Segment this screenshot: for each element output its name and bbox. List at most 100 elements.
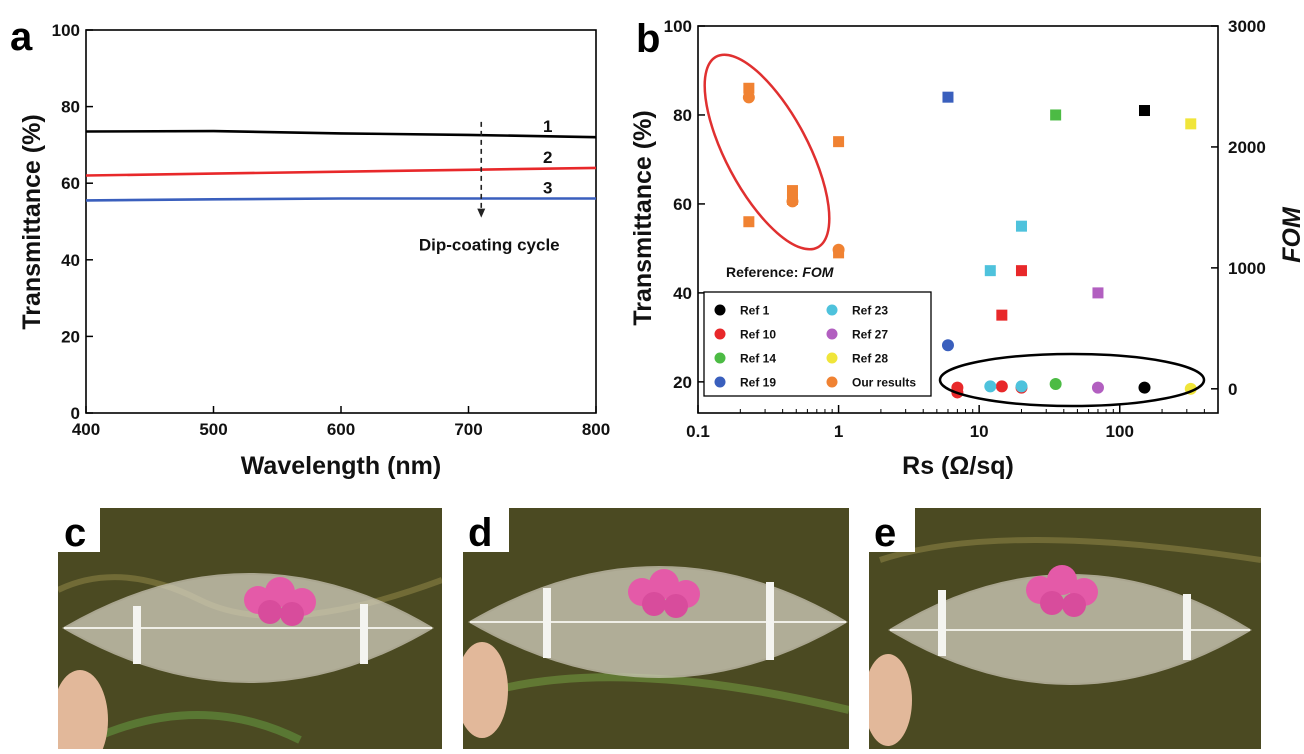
legend-frame <box>703 291 932 397</box>
finger <box>869 654 912 746</box>
label-box-e <box>869 508 915 552</box>
y2-axis-label-b: FOM <box>1278 206 1304 263</box>
legend-marker <box>714 304 726 316</box>
electrode-strip <box>1183 594 1191 660</box>
panel-letter-c: c <box>64 511 86 555</box>
flower <box>244 577 316 626</box>
fom-point <box>1015 380 1028 393</box>
series-lines-a <box>85 129 597 202</box>
series-labels-a: 1 2 3 <box>543 117 552 197</box>
legend-b: Ref 1 Ref 23 Ref 10 Ref 27 Ref 14 Ref 28 Ref 1… <box>703 291 932 397</box>
y-tick-label: 20 <box>61 327 80 346</box>
plot-frame-b <box>697 25 1219 414</box>
transmittance-point <box>743 216 755 228</box>
flower <box>628 569 700 618</box>
legend-entry: Ref 10 <box>740 328 776 342</box>
x-axis-label-b: Rs (Ω/sq) <box>902 452 1014 480</box>
x-tick-label: 1 <box>834 422 843 441</box>
fom-point <box>742 91 755 104</box>
grass-blade <box>88 711 302 744</box>
x-tick-label: 10 <box>970 422 989 441</box>
legend-marker <box>714 376 726 388</box>
series-label-1: 1 <box>543 117 552 136</box>
fom-point <box>832 243 845 256</box>
legend-marker <box>826 304 838 316</box>
y-tick-label: 20 <box>673 373 692 392</box>
transmittance-point <box>1092 287 1104 299</box>
y2-tick-label: 0 <box>1228 380 1237 399</box>
highlight-ellipse-black <box>938 352 1206 408</box>
legend-marker <box>714 352 726 364</box>
fom-point <box>984 380 997 393</box>
y2-tick-label: 2000 <box>1228 138 1266 157</box>
y-tick-label: 40 <box>673 284 692 303</box>
transmittance-point <box>743 82 755 94</box>
photo-panel-c: c <box>58 508 442 749</box>
transmittance-point <box>1015 265 1027 277</box>
y2-tick-label: 1000 <box>1228 259 1266 278</box>
finger <box>463 642 508 738</box>
y-axis-label-b: Transmittance (%) <box>629 110 657 325</box>
photo-panel-d: d <box>463 508 849 749</box>
photo-panel-e: e <box>869 508 1261 749</box>
electrode-strip <box>938 590 946 656</box>
series-line-1 <box>85 129 597 139</box>
legend-entry: Ref 1 <box>740 304 770 318</box>
transmittance-point <box>786 185 798 197</box>
dip-coating-arrowhead <box>477 208 486 218</box>
electrode-strip <box>543 588 551 658</box>
dip-coating-label: Dip-coating cycle <box>419 236 560 255</box>
series-line-2 <box>85 166 597 177</box>
y-tick-label: 100 <box>664 17 692 36</box>
x-tick-label: 800 <box>582 420 610 439</box>
transmittance-point <box>984 265 996 277</box>
label-box-d <box>463 508 509 552</box>
fom-point <box>995 380 1008 393</box>
legend-marker <box>826 328 838 340</box>
transmittance-point <box>1050 109 1062 121</box>
y-tick-label: 80 <box>61 98 80 117</box>
legend-entry: Ref 23 <box>852 304 888 318</box>
transmittance-point <box>1138 105 1150 117</box>
fom-point <box>786 195 799 208</box>
plot-frame-a <box>85 29 597 414</box>
data-points-b <box>742 82 1197 399</box>
transmittance-point <box>1185 118 1197 130</box>
panel-a-line-chart: a 400 500 600 700 800 0 20 40 60 80 100 1 2 3 Dip-co… <box>10 15 610 480</box>
legend-marker <box>826 376 838 388</box>
axis-ticks-a: 400 500 600 700 800 0 20 40 60 80 100 <box>52 21 611 439</box>
x-tick-label: 400 <box>72 420 100 439</box>
annotation-a: Dip-coating cycle <box>419 121 560 255</box>
y-tick-label: 60 <box>61 174 80 193</box>
panel-letter-d: d <box>468 511 492 555</box>
fom-point <box>1049 377 1062 390</box>
y-tick-label: 100 <box>52 21 80 40</box>
y-tick-label: 80 <box>673 106 692 125</box>
y-tick-label: 60 <box>673 195 692 214</box>
fom-point <box>1091 381 1104 394</box>
transmittance-point <box>833 136 845 148</box>
x-axis-label-a: Wavelength (nm) <box>241 452 441 480</box>
fom-point <box>941 339 954 352</box>
panel-letter-e: e <box>874 511 896 555</box>
legend-entry: Ref 19 <box>740 376 776 390</box>
legend-marker <box>714 328 726 340</box>
x-tick-label: 700 <box>454 420 482 439</box>
panel-letter-a: a <box>10 15 33 59</box>
y-axis-label-a: Transmittance (%) <box>18 114 46 329</box>
x-tick-label: 600 <box>327 420 355 439</box>
legend-marker <box>826 352 838 364</box>
legend-entry: Our results <box>852 376 916 390</box>
series-label-3: 3 <box>543 179 552 198</box>
fom-point <box>1138 381 1151 394</box>
transmittance-point <box>996 309 1008 321</box>
label-box-c <box>58 508 100 552</box>
legend-entry: Ref 28 <box>852 352 888 366</box>
highlight-ellipse-red <box>703 53 831 251</box>
flower <box>1026 565 1098 617</box>
x-tick-label: 100 <box>1106 422 1134 441</box>
x-tick-label: 500 <box>199 420 227 439</box>
